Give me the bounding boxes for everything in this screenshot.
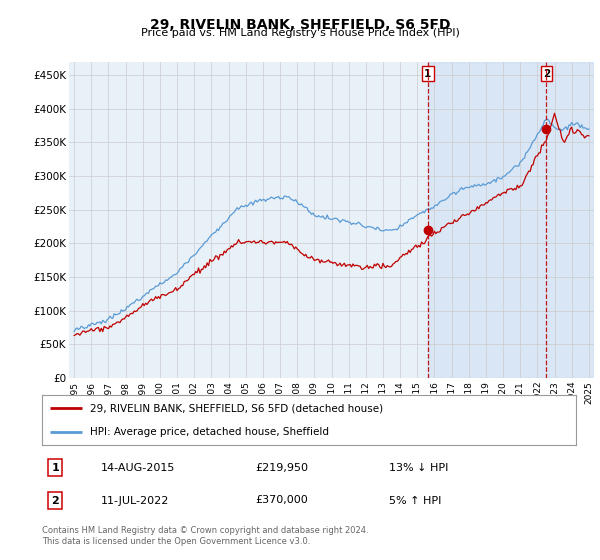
Text: 2: 2: [543, 69, 550, 79]
Text: 5% ↑ HPI: 5% ↑ HPI: [389, 496, 442, 506]
Text: 1: 1: [52, 463, 59, 473]
Text: 11-JUL-2022: 11-JUL-2022: [101, 496, 169, 506]
Text: HPI: Average price, detached house, Sheffield: HPI: Average price, detached house, Shef…: [90, 427, 329, 437]
Bar: [428, 62, 594, 378]
Text: 1: 1: [424, 69, 431, 79]
Text: 2: 2: [52, 496, 59, 506]
Text: 29, RIVELIN BANK, SHEFFIELD, S6 5FD (detached house): 29, RIVELIN BANK, SHEFFIELD, S6 5FD (det…: [90, 403, 383, 413]
Text: Contains HM Land Registry data © Crown copyright and database right 2024.
This d: Contains HM Land Registry data © Crown c…: [42, 526, 368, 546]
Text: £219,950: £219,950: [256, 463, 308, 473]
Text: 29, RIVELIN BANK, SHEFFIELD, S6 5FD: 29, RIVELIN BANK, SHEFFIELD, S6 5FD: [150, 18, 450, 32]
Text: 14-AUG-2015: 14-AUG-2015: [101, 463, 175, 473]
Text: 13% ↓ HPI: 13% ↓ HPI: [389, 463, 448, 473]
Text: £370,000: £370,000: [256, 496, 308, 506]
Text: Price paid vs. HM Land Registry's House Price Index (HPI): Price paid vs. HM Land Registry's House …: [140, 28, 460, 38]
